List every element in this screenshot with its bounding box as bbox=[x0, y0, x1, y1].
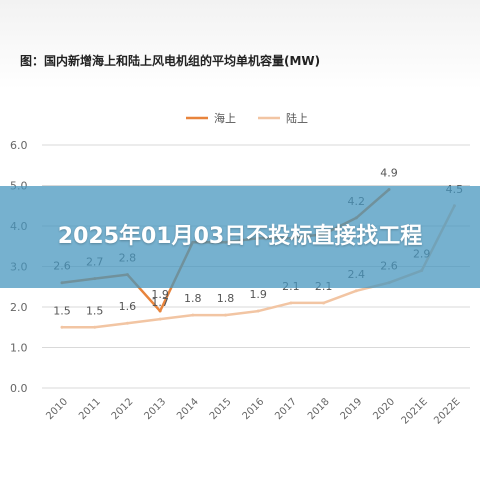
legend-label: 陆上 bbox=[286, 111, 308, 125]
x-tick-label: 2014 bbox=[175, 396, 201, 422]
data-point bbox=[125, 321, 129, 325]
data-point bbox=[322, 301, 326, 305]
data-point bbox=[158, 309, 162, 313]
headline-text: 2025年01月03日不投标直接找工程 bbox=[57, 224, 423, 249]
headline-banner: 2025年01月03日不投标直接找工程 bbox=[0, 186, 480, 288]
data-label: 4.9 bbox=[380, 167, 398, 180]
data-label: 1.9 bbox=[249, 288, 267, 301]
data-label: 1.8 bbox=[217, 292, 235, 305]
data-point bbox=[158, 317, 162, 321]
y-tick-label: 0.0 bbox=[10, 382, 28, 395]
x-tick-label: 2013 bbox=[142, 396, 168, 422]
x-tick-label: 2021E bbox=[400, 396, 430, 426]
chart-title: 图：国内新增海上和陆上风电机组的平均单机容量(MW) bbox=[20, 54, 321, 68]
data-point bbox=[354, 289, 358, 293]
x-tick-label: 2012 bbox=[110, 396, 136, 422]
y-tick-label: 6.0 bbox=[10, 139, 28, 152]
data-label: 1.9 bbox=[151, 288, 169, 301]
data-point bbox=[191, 313, 195, 317]
x-tick-label: 2011 bbox=[77, 396, 103, 422]
x-tick-label: 2016 bbox=[241, 396, 267, 422]
x-tick-label: 2010 bbox=[44, 396, 70, 422]
data-point bbox=[289, 301, 293, 305]
legend-label: 海上 bbox=[214, 111, 236, 125]
data-label: 1.8 bbox=[184, 292, 202, 305]
x-tick-label: 2017 bbox=[273, 396, 299, 422]
x-tick-label: 2018 bbox=[306, 396, 332, 422]
x-tick-label: 2022E bbox=[432, 396, 462, 426]
x-tick-label: 2015 bbox=[208, 396, 234, 422]
x-tick-label: 2020 bbox=[371, 396, 397, 422]
x-tick-label: 2019 bbox=[339, 396, 365, 422]
y-tick-label: 2.0 bbox=[10, 301, 28, 314]
data-point bbox=[60, 325, 64, 329]
y-tick-label: 1.0 bbox=[10, 342, 28, 355]
data-label: 1.7 bbox=[151, 296, 169, 309]
data-point bbox=[93, 325, 97, 329]
data-label: 1.5 bbox=[86, 304, 104, 317]
data-point bbox=[224, 313, 227, 317]
data-label: 1.5 bbox=[53, 304, 71, 317]
data-label: 1.6 bbox=[119, 300, 137, 313]
data-point bbox=[256, 309, 260, 313]
